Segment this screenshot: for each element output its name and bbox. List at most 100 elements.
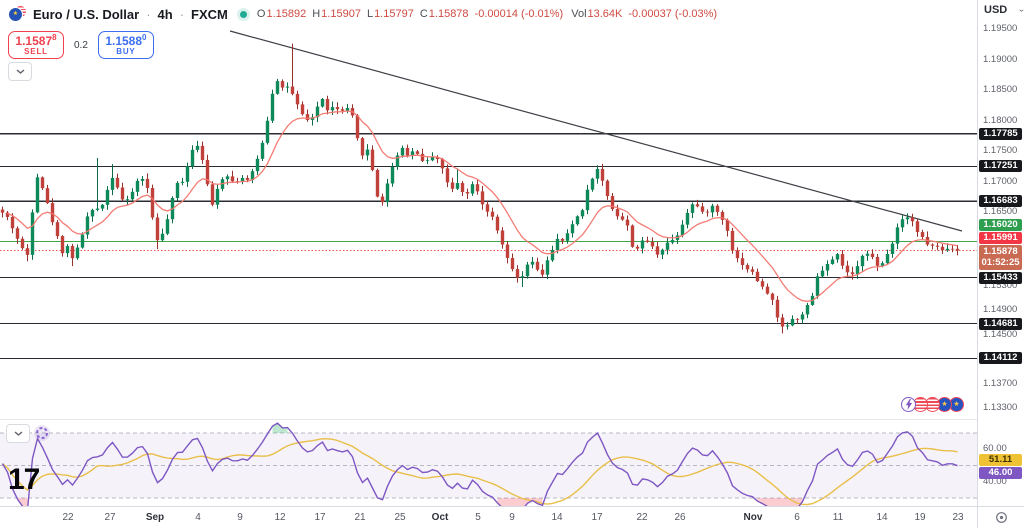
time-tick: 26: [674, 512, 686, 523]
close-label: C: [419, 8, 428, 20]
time-tick: 5: [475, 512, 481, 523]
sell-price-sup: 8: [52, 33, 57, 42]
time-tick: 19: [914, 512, 926, 523]
time-tick: 22: [636, 512, 648, 523]
event-lightning-icon[interactable]: [901, 397, 916, 412]
time-tick: 14: [876, 512, 888, 523]
price-tick: 1.18500: [983, 84, 1018, 96]
time-tick: Nov: [743, 512, 763, 523]
time-tick: 25: [394, 512, 406, 523]
time-tick: 6: [794, 512, 800, 523]
alert-price-badge: 1.15991: [979, 232, 1022, 244]
ohlc-readout: O 1.15892 H 1.15907 L 1.15797 C 1.15878 …: [257, 8, 725, 20]
price-tick: 1.17500: [983, 145, 1018, 157]
time-tick: 22: [62, 512, 74, 523]
time-tick: 9: [509, 512, 515, 523]
open-label: O: [256, 8, 266, 20]
price-tick: 1.17000: [983, 175, 1018, 187]
price-tick: 1.15300: [983, 279, 1018, 291]
time-tick: 11: [832, 512, 844, 523]
high-value: 1.15907: [321, 8, 361, 20]
level-price-badge: 1.17785: [979, 127, 1022, 140]
title-separator: ·: [179, 6, 185, 22]
price-tick: 1.16500: [983, 206, 1018, 218]
volume-change-value: -0.00037 (-0.03%): [628, 8, 718, 20]
time-tick: Oct: [431, 512, 449, 523]
time-tick: 14: [551, 512, 563, 523]
ask-price-badge: 1.16020: [979, 219, 1022, 231]
last-price-badge: 1.15878 01:52:25: [979, 245, 1022, 270]
time-tick: 9: [237, 512, 243, 523]
time-tick: 4: [195, 512, 201, 523]
scale-settings-icon: [995, 512, 1007, 523]
buy-button[interactable]: 1.15880 BUY: [97, 31, 154, 59]
price-tick: 1.14500: [983, 328, 1018, 340]
change-value: -0.00014 (-0.01%): [474, 8, 564, 20]
volume-value: 13.64K: [587, 8, 623, 20]
buy-price-sup: 0: [142, 33, 147, 42]
event-eu-flag-icon[interactable]: ★: [937, 397, 952, 412]
economic-events-row: ★ ★: [901, 397, 964, 412]
eurusd-pair-icon: ★: [8, 5, 27, 23]
open-value: 1.15892: [266, 8, 307, 20]
indicator-tick: 60.00: [983, 443, 1007, 455]
high-label: H: [312, 8, 321, 20]
indicator-tick: 40.00: [983, 475, 1007, 487]
trade-panel: 1.15878 SELL 0.2 1.15880 BUY: [8, 31, 154, 59]
title-separator: ·: [146, 6, 151, 22]
indicator-loading-spinner-icon: [33, 424, 51, 442]
axis-settings-corner[interactable]: [977, 506, 1024, 528]
buy-price: 1.1588: [105, 34, 143, 48]
price-axis[interactable]: USD 1.19500 1.19000 1.18500 1.18000 1.17500 1…: [977, 0, 1024, 506]
timeframe-label[interactable]: 4h: [157, 6, 173, 22]
indicator-collapse-button[interactable]: [6, 424, 30, 443]
time-axis[interactable]: 22 27 Sep 4 9 12 17 21 25 Oct 5 9 14 17 22 26 Nov 6 11 14 19…: [0, 506, 977, 528]
time-tick: 21: [354, 512, 366, 523]
low-value: 1.15797: [374, 8, 414, 20]
rsi-ma-value-badge: 51.11: [979, 454, 1022, 466]
chevron-down-icon: [16, 69, 24, 74]
time-tick: 23: [952, 512, 964, 523]
time-tick: 27: [104, 512, 116, 523]
price-tick: 1.19500: [983, 23, 1018, 34]
sell-button[interactable]: 1.15878 SELL: [8, 31, 64, 59]
close-value: 1.15878: [428, 8, 469, 20]
level-price-badge: 1.17251: [979, 160, 1022, 173]
price-tick: 1.13300: [983, 402, 1018, 413]
bar-countdown: 01:52:25: [981, 257, 1020, 268]
level-price-badge: 1.14681: [979, 317, 1022, 330]
time-tick: 17: [591, 512, 603, 523]
price-tick: 1.13700: [983, 377, 1018, 389]
lightning-bolt-icon: [905, 399, 912, 410]
market-open-dot-icon: [239, 10, 247, 18]
price-tick: 1.14900: [983, 304, 1018, 316]
time-tick: 12: [274, 512, 286, 523]
rsi-value-badge: 46.00: [979, 467, 1022, 479]
currency-label: USD: [984, 4, 1008, 16]
price-chart-canvas[interactable]: [0, 0, 977, 506]
symbol-header: ★ Euro / U.S. Dollar · 4h · FXCM O 1.158…: [8, 5, 725, 23]
buy-label: BUY: [116, 46, 136, 56]
chevron-down-icon: [14, 431, 22, 436]
chevron-down-icon: [1019, 8, 1024, 12]
volume-label: Vol: [571, 8, 587, 20]
sell-label: SELL: [24, 46, 48, 56]
level-price-badge: 1.16683: [979, 195, 1022, 208]
level-price-badge: 1.14112: [979, 352, 1022, 365]
sell-price: 1.1587: [15, 34, 53, 48]
price-tick: 1.18000: [983, 114, 1018, 126]
tradingview-logo[interactable]: 17: [8, 463, 40, 496]
symbol-name[interactable]: Euro / U.S. Dollar: [33, 6, 140, 22]
time-tick: 17: [314, 512, 326, 523]
currency-dropdown[interactable]: USD: [978, 0, 1024, 20]
last-price-value: 1.15878: [983, 246, 1018, 257]
price-tick: 1.19000: [983, 53, 1018, 65]
exchange-label: FXCM: [191, 6, 228, 22]
spread-value: 0.2: [72, 39, 90, 51]
eu-flag-icon: ★: [8, 7, 23, 22]
low-label: L: [366, 8, 374, 20]
time-tick: Sep: [145, 512, 165, 523]
chart-collapse-button[interactable]: [8, 62, 32, 81]
level-price-badge: 1.15433: [979, 271, 1022, 284]
